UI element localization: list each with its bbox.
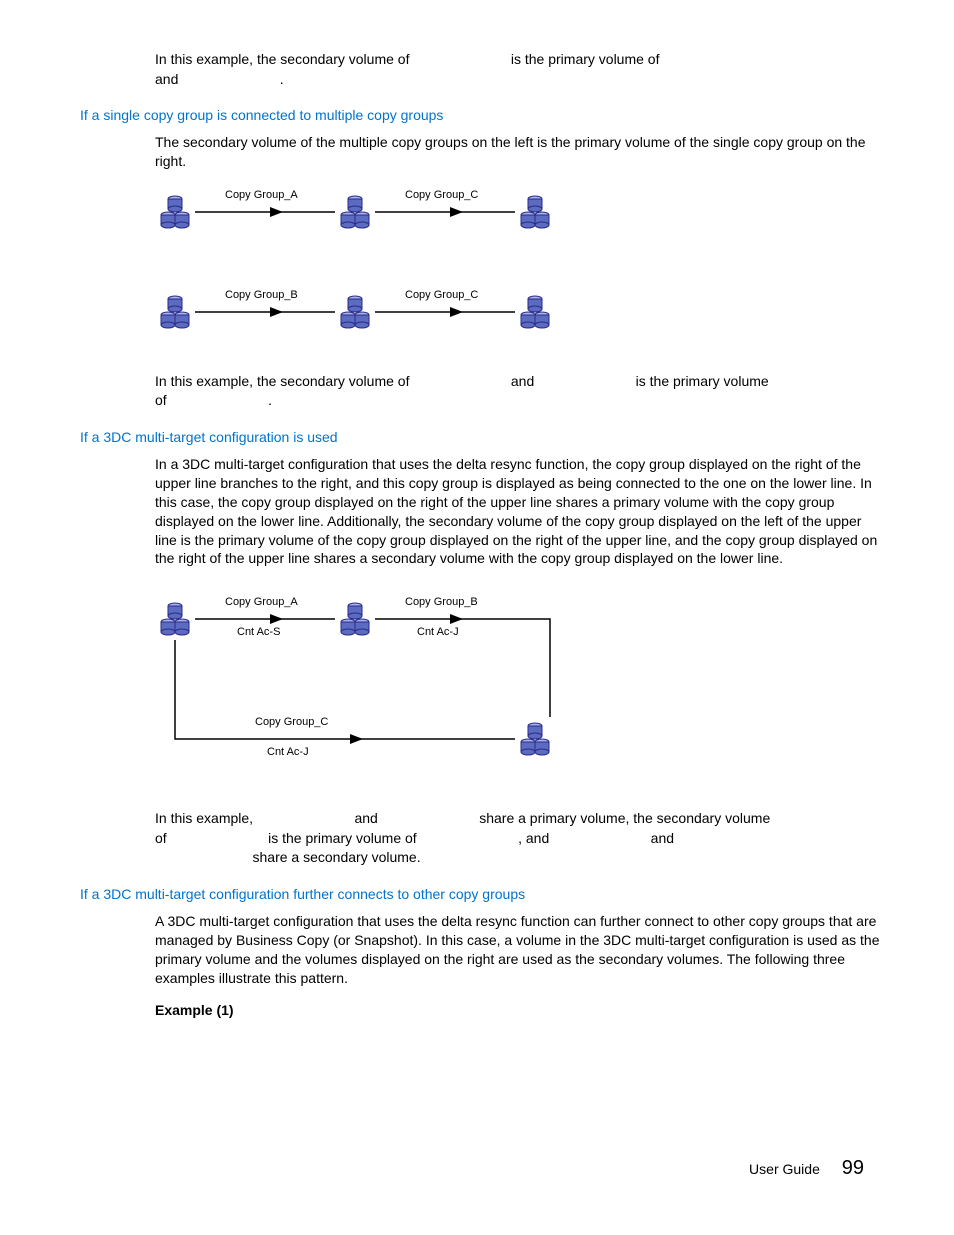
label-copy-group-a: Copy Group_A <box>225 189 298 201</box>
s2-after-1: In this example, <box>155 810 257 826</box>
label-3dc-sub1: Cnt Ac-S <box>237 626 280 638</box>
s2-after-8: share a secondary volume. <box>253 849 421 865</box>
s2-after-3: share a primary volume, the secondary vo… <box>479 810 770 826</box>
page: In this example, the secondary volume of… <box>0 0 954 1235</box>
s2-after-7: and <box>651 830 674 846</box>
section1-para: The secondary volume of the multiple cop… <box>155 133 884 171</box>
intro-text-4: . <box>280 71 284 87</box>
section1-after: In this example, the secondary volume of… <box>155 372 884 411</box>
diagram-svg-2: Copy Group_A Cnt Ac-S Copy Group_B Cnt A… <box>155 582 575 792</box>
section2-after: In this example, Copy Group_A and Copy G… <box>155 809 884 868</box>
diagram-3dc: Copy Group_A Cnt Ac-S Copy Group_B Cnt A… <box>155 582 884 795</box>
s2-after-6: , and <box>518 830 553 846</box>
heading-3dc-further: If a 3DC multi-target configuration furt… <box>80 886 884 902</box>
section3-para: A 3DC multi-target configuration that us… <box>155 912 884 988</box>
s2-after-4: of <box>155 830 171 846</box>
s2-after-2: and <box>354 810 381 826</box>
label-3dc-b: Copy Group_B <box>405 596 478 608</box>
s1-after-1: In this example, the secondary volume of <box>155 373 413 389</box>
label-3dc-a: Copy Group_A <box>225 596 298 608</box>
intro-text-2: is the primary volume of <box>511 51 664 67</box>
section2-para: In a 3DC multi-target configuration that… <box>155 455 884 568</box>
intro-text-3: and <box>155 71 182 87</box>
diagram-single-copy-group: Copy Group_A Copy Group_C Copy Group_B C… <box>155 185 884 358</box>
s1-after-5: . <box>268 392 272 408</box>
label-copy-group-c-2: Copy Group_C <box>405 289 478 301</box>
heading-3dc-multitarget: If a 3DC multi-target configuration is u… <box>80 429 884 445</box>
label-3dc-c: Copy Group_C <box>255 716 328 728</box>
label-3dc-sub2: Cnt Ac-J <box>417 626 459 638</box>
intro-text-1: In this example, the secondary volume of <box>155 51 413 67</box>
diagram-svg-1: Copy Group_A Copy Group_C Copy Group_B C… <box>155 185 575 355</box>
heading-single-copy-group: If a single copy group is connected to m… <box>80 107 884 123</box>
footer-title: User Guide <box>749 1161 820 1177</box>
label-copy-group-b: Copy Group_B <box>225 289 298 301</box>
s1-after-2: and <box>511 373 538 389</box>
label-3dc-csub: Cnt Ac-J <box>267 746 309 758</box>
s2-after-5: is the primary volume of <box>268 830 421 846</box>
intro-para: In this example, the secondary volume of… <box>155 50 884 89</box>
s1-after-3: is the primary volume <box>636 373 769 389</box>
example-1-label: Example (1) <box>155 1002 884 1018</box>
s1-after-4: of <box>155 392 171 408</box>
page-footer: User Guide 99 <box>749 1157 864 1180</box>
label-copy-group-c-1: Copy Group_C <box>405 189 478 201</box>
footer-page-number: 99 <box>842 1157 864 1179</box>
